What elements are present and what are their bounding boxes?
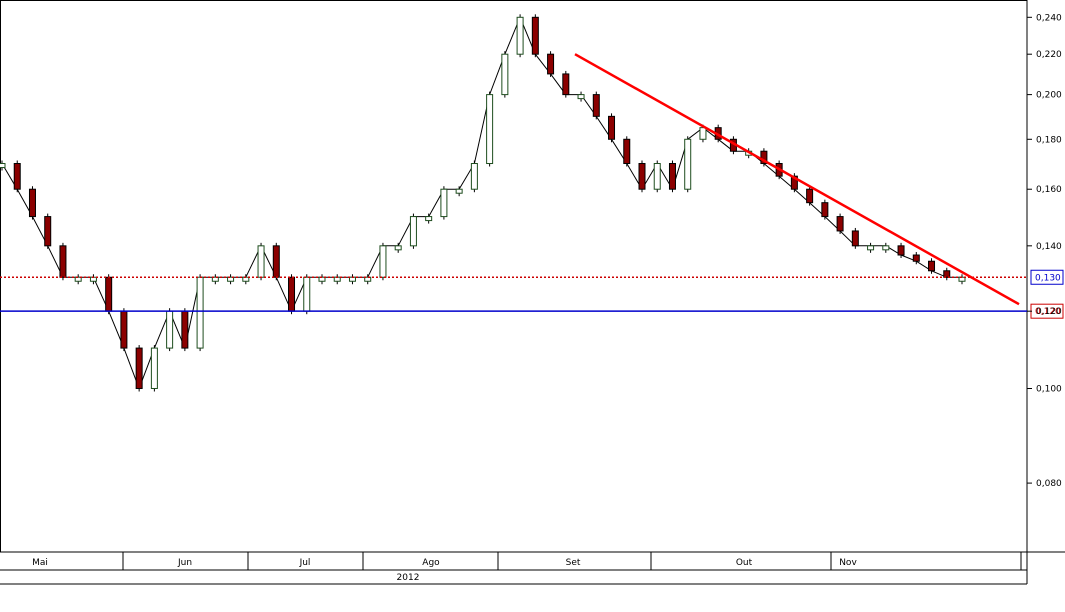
- candle-body: [592, 94, 600, 117]
- candle-body: [516, 16, 524, 55]
- candle-body: [943, 270, 951, 278]
- candle-body: [790, 175, 798, 190]
- candle-body: [897, 245, 905, 256]
- reference-lines: 0,130 0,120: [0, 53, 1064, 319]
- candle-body: [409, 216, 417, 247]
- candle-body: [684, 138, 692, 190]
- candle-body: [470, 163, 478, 190]
- candle-body: [577, 94, 585, 100]
- candle-body: [608, 115, 616, 140]
- reference-line-label: 0,130: [1035, 273, 1061, 283]
- candle-body: [501, 53, 509, 96]
- month-label-jun: Jun: [177, 558, 192, 568]
- y-axis: 0,080 0,100 0,120 0,140 0,160 0,180 0,200 0,220…: [1027, 13, 1062, 489]
- candle-body: [13, 163, 21, 190]
- month-label-mai: Mai: [32, 558, 48, 568]
- candle-body: [166, 310, 174, 349]
- candle-body: [59, 245, 67, 278]
- y-tick-label: 0,120: [1036, 307, 1062, 317]
- candle-body: [562, 73, 570, 96]
- candle-body: [623, 138, 631, 165]
- candle-body: [379, 245, 387, 278]
- candle-body: [303, 276, 311, 312]
- candle-body: [882, 245, 890, 251]
- candle-body: [394, 245, 402, 251]
- candle-body: [531, 16, 539, 55]
- candle-body: [364, 276, 372, 282]
- year-label: 2012: [397, 573, 420, 583]
- candle-body: [74, 276, 82, 282]
- y-tick-label: 0,220: [1036, 50, 1062, 60]
- candle-body: [867, 245, 875, 251]
- candle-body: [211, 276, 219, 282]
- candle-body: [44, 216, 52, 247]
- candle-body: [0, 163, 6, 169]
- candle-body: [227, 276, 235, 282]
- y-tick-label: 0,180: [1036, 135, 1062, 145]
- candle-body: [105, 276, 113, 312]
- month-label-ago: Ago: [422, 558, 440, 568]
- candle-body: [288, 276, 296, 312]
- month-label-set: Set: [566, 558, 581, 568]
- candle-body: [668, 163, 676, 190]
- candle-body: [150, 347, 158, 389]
- x-axis: Mai Jun Jul Ago Set Out Nov 2012: [0, 551, 1065, 585]
- candle-body: [272, 245, 280, 278]
- price-line: [1, 15, 962, 390]
- candle-body: [851, 230, 859, 247]
- y-tick-label: 0,080: [1036, 479, 1062, 489]
- y-tick-label: 0,200: [1036, 91, 1062, 101]
- y-tick-label: 0,100: [1036, 384, 1062, 394]
- candle-body: [181, 310, 189, 349]
- candle-body: [821, 202, 829, 218]
- candle-body: [928, 260, 936, 272]
- month-label-jul: Jul: [299, 558, 311, 568]
- candle-body: [547, 53, 555, 75]
- y-tick-label: 0,240: [1036, 13, 1062, 23]
- month-label-nov: Nov: [839, 558, 857, 568]
- candle-body: [257, 245, 265, 278]
- y-tick-label: 0,140: [1036, 242, 1062, 252]
- candle-body: [455, 188, 463, 194]
- candle-body: [196, 276, 204, 349]
- reference-line-tag: [1030, 269, 1064, 285]
- reference-line-label: 0,120: [1035, 307, 1061, 317]
- candle-body: [699, 127, 707, 140]
- candle-body: [28, 188, 36, 218]
- candle-body: [135, 347, 143, 389]
- candle-body: [638, 163, 646, 190]
- candle-body: [653, 163, 661, 190]
- y-tick-label: 0,160: [1036, 185, 1062, 195]
- candle-body: [440, 188, 448, 218]
- candle-body: [486, 94, 494, 165]
- candle-body: [836, 216, 844, 232]
- candle-body: [425, 216, 433, 222]
- candle-body: [760, 150, 768, 165]
- month-label-out: Out: [736, 558, 753, 568]
- downtrend-line: [574, 53, 1020, 306]
- candle-body: [120, 310, 128, 349]
- candle-body: [912, 254, 920, 262]
- candle-body: [806, 188, 814, 204]
